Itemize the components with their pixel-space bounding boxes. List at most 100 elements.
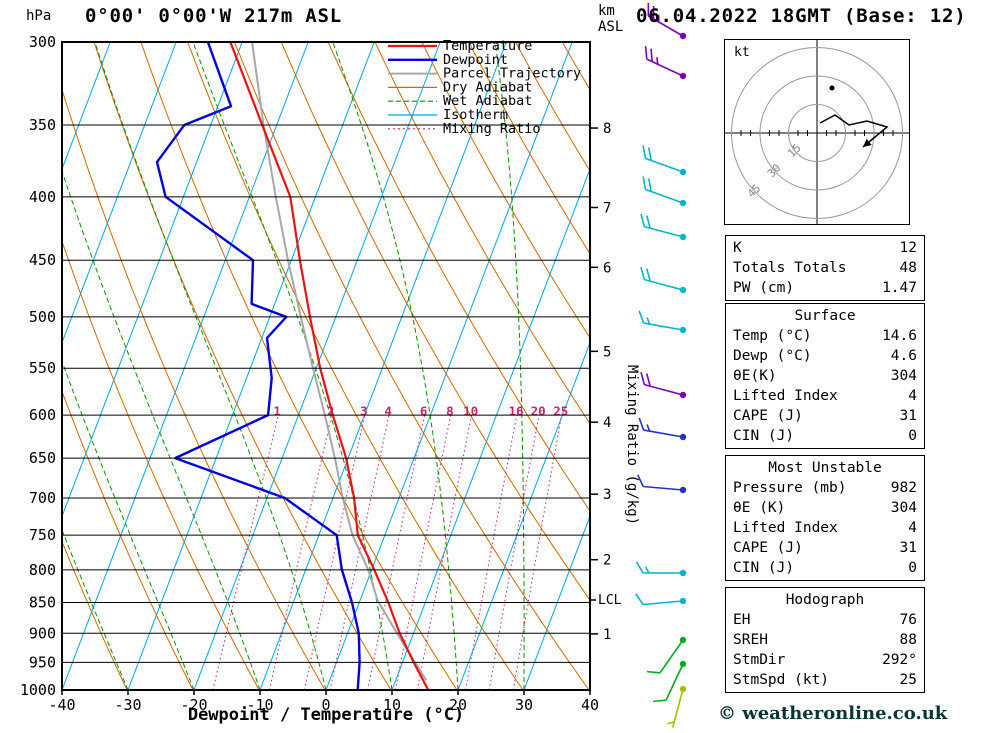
stat-label: Dewp (°C) xyxy=(733,348,812,364)
wind-barb xyxy=(635,561,687,577)
stat-value: 4 xyxy=(908,388,917,404)
legend-label: Parcel Trajectory xyxy=(443,66,581,82)
temp-tick-label: 20 xyxy=(449,696,467,714)
wet-adiabat-line xyxy=(192,42,393,690)
table-row: EH 76 xyxy=(726,610,924,630)
stat-label: SREH xyxy=(733,632,768,648)
stat-value: 88 xyxy=(899,632,917,648)
copyright: © weatheronline.co.uk xyxy=(718,703,948,724)
pressure-tick-label: 950 xyxy=(29,653,56,671)
surface-panel: Surface Temp (°C) 14.6 Dewp (°C) 4.6 θE(K)… xyxy=(725,303,925,449)
wind-level-dot xyxy=(679,286,687,294)
stat-value: 25 xyxy=(899,672,917,688)
dry-adiabat-line xyxy=(421,42,590,339)
legend-label: Dewpoint xyxy=(443,52,508,68)
stat-value: 14.6 xyxy=(882,328,917,344)
table-row: Dewp (°C) 4.6 xyxy=(726,346,924,366)
wind-level-dot xyxy=(679,32,687,40)
legend-label: Temperature xyxy=(443,38,532,54)
stat-value: 31 xyxy=(899,408,917,424)
dry-adiabat-line xyxy=(62,88,326,690)
pressure-axis-unit: hPa xyxy=(26,8,52,24)
stat-label: Totals Totals xyxy=(733,260,847,276)
legend-label: Mixing Ratio xyxy=(443,121,541,137)
table-row: PW (cm) 1.47 xyxy=(726,278,924,298)
pressure-tick-label: 900 xyxy=(29,624,56,642)
pressure-tick-label: 550 xyxy=(29,359,56,377)
stat-label: EH xyxy=(733,612,751,628)
wind-level-dot xyxy=(679,685,687,693)
pressure-tick-label: 1000 xyxy=(20,681,56,699)
mixing-ratio-line xyxy=(394,414,452,690)
indices-panel: K 12 Totals Totals 48 PW (cm) 1.47 xyxy=(725,235,925,301)
wind-barb xyxy=(638,417,687,441)
stat-label: K xyxy=(733,240,742,256)
pressure-tick-label: 400 xyxy=(29,188,56,206)
km-tick-label: 5 xyxy=(603,344,611,360)
stat-label: θE (K) xyxy=(733,500,786,516)
mixing-ratio-value-label: 4 xyxy=(384,404,392,419)
wind-barb xyxy=(642,145,687,176)
pressure-tick-label: 450 xyxy=(29,251,56,269)
temp-tick-label: -10 xyxy=(246,696,273,714)
isotherm-line xyxy=(259,42,507,690)
pressure-tick-label: 300 xyxy=(29,33,56,51)
temp-tick-label: 10 xyxy=(383,696,401,714)
stat-label: θE(K) xyxy=(733,368,777,384)
wind-level-dot xyxy=(679,569,687,577)
table-row: Totals Totals 48 xyxy=(726,258,924,278)
table-row: Lifted Index 4 xyxy=(726,386,924,406)
hodograph-ring xyxy=(788,104,846,162)
stat-label: Temp (°C) xyxy=(733,328,812,344)
km-tick-label: 3 xyxy=(603,487,611,503)
dry-adiabat-line xyxy=(374,42,590,425)
wind-barb xyxy=(644,46,687,80)
hodograph-unit-label: kt xyxy=(734,45,750,60)
stat-label: CAPE (J) xyxy=(733,408,803,424)
isotherm-line xyxy=(193,42,441,690)
legend-label: Isotherm xyxy=(443,107,508,123)
legend-label: Wet Adiabat xyxy=(443,93,532,109)
pressure-tick-label: 350 xyxy=(29,116,56,134)
wind-level-dot xyxy=(679,233,687,241)
chart-frame xyxy=(61,41,591,691)
temp-tick-label: 0 xyxy=(321,696,330,714)
pressure-tick-label: 750 xyxy=(29,526,56,544)
wet-adiabat-line xyxy=(494,42,525,690)
km-axis-label: km xyxy=(598,3,615,19)
wind-barb xyxy=(636,474,687,494)
mixing-ratio-value-label: 16 xyxy=(508,404,523,419)
mixing-ratio-value-label: 6 xyxy=(420,404,428,419)
wind-barb xyxy=(638,310,687,334)
wind-barb xyxy=(640,371,687,399)
temperature-curve xyxy=(229,42,430,690)
km-asl-axis-label: ASL xyxy=(598,19,624,35)
stat-value: 4.6 xyxy=(890,348,917,364)
temp-tick-label: 40 xyxy=(581,696,599,714)
table-row: K 12 xyxy=(726,238,924,258)
wind-barb xyxy=(642,176,687,207)
dry-adiabat-line xyxy=(62,540,128,690)
hodograph-trace xyxy=(819,114,889,148)
stat-value: 292° xyxy=(882,652,917,668)
stat-label: CIN (J) xyxy=(733,560,795,576)
stat-value: 1.47 xyxy=(882,280,917,296)
stat-label: Pressure (mb) xyxy=(733,480,847,496)
wind-level-dot xyxy=(679,391,687,399)
most-unstable-panel: Most Unstable Pressure (mb) 982 θE (K) 304… xyxy=(725,455,925,581)
isotherm-line xyxy=(523,514,590,690)
wind-barb xyxy=(667,685,687,728)
stat-label: PW (cm) xyxy=(733,280,795,296)
isotherm-line xyxy=(325,42,573,690)
hodograph-storm-dot xyxy=(829,85,835,91)
stat-value: 304 xyxy=(890,368,917,384)
dry-adiabat-line xyxy=(468,42,590,255)
table-row: CAPE (J) 31 xyxy=(726,538,924,558)
temp-tick-label: -30 xyxy=(114,696,141,714)
wet-adiabat-line xyxy=(332,42,459,690)
stat-label: Lifted Index xyxy=(733,520,838,536)
pressure-tick-label: 650 xyxy=(29,449,56,467)
mixing-ratio-axis-label: Mixing Ratio (g/kg) xyxy=(624,364,640,526)
wind-barb xyxy=(653,660,687,703)
